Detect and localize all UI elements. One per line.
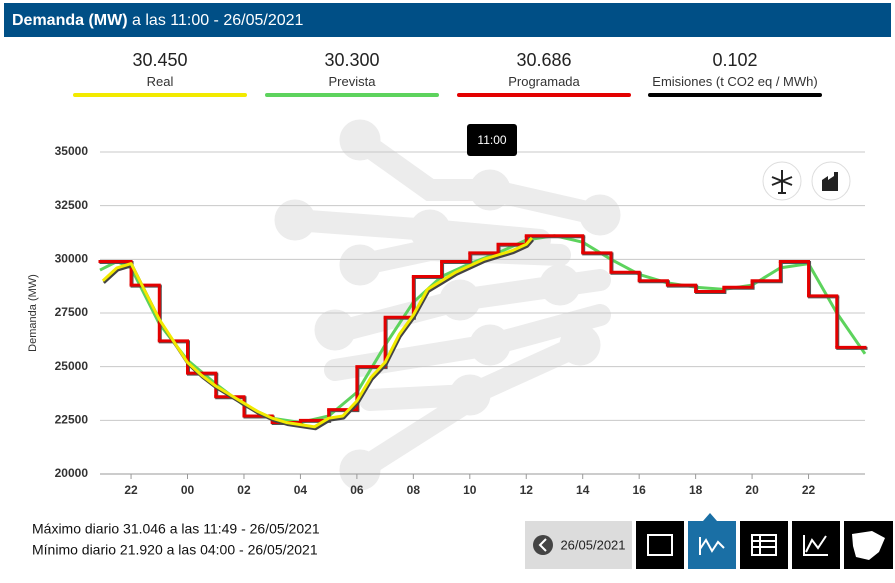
y-tick-label: 35000: [55, 144, 89, 158]
header-title: Demanda (MW): [12, 12, 128, 29]
plot: 20000 22500 25000 27500 30000 32500 35000 22 00 0…: [27, 144, 867, 497]
map-icon: [852, 531, 885, 560]
wind-icon: [771, 170, 793, 194]
daily-min: Mínimo diario 21.920 a las 04:00 - 26/05…: [32, 542, 318, 558]
x-tick-label: 22: [802, 483, 816, 497]
x-tick-label: 02: [237, 483, 251, 497]
indicator-bar: [457, 93, 631, 97]
chart-button[interactable]: [688, 521, 736, 569]
x-tick-label: 06: [350, 483, 364, 497]
calendar-button[interactable]: [636, 521, 684, 569]
tooltip-box: [467, 124, 517, 156]
indicator-value: 30.300: [324, 50, 379, 70]
date-button[interactable]: 26/05/2021: [525, 521, 632, 569]
tooltip: 11:00: [477, 133, 506, 147]
wind-button[interactable]: [762, 161, 802, 201]
prev-arrow: [538, 538, 547, 552]
calendar-icon: [647, 534, 673, 556]
x-tick-label: 04: [294, 483, 308, 497]
factory-icon: [822, 172, 838, 191]
x-tick-label: 14: [576, 483, 590, 497]
indicator-label: Real: [147, 74, 174, 89]
x-tick-label: 16: [632, 483, 646, 497]
x-tick-label: 22: [124, 483, 138, 497]
x-tick-label: 20: [745, 483, 759, 497]
indicator-value: 30.450: [132, 50, 187, 70]
y-tick-label: 20000: [55, 466, 89, 480]
table-icon: [751, 534, 777, 556]
indicator-value: 0.102: [712, 50, 757, 70]
x-tick-label: 18: [689, 483, 703, 497]
daily-max: Máximo diario 31.046 a las 11:49 - 26/05…: [32, 521, 320, 537]
watermark: [274, 119, 621, 491]
y-tick-label: 30000: [55, 252, 89, 266]
x-tick-label: 12: [520, 483, 534, 497]
x-tick-label: 00: [181, 483, 195, 497]
chart-icon: [699, 537, 725, 555]
prev-icon[interactable]: [533, 535, 553, 555]
table-button[interactable]: [740, 521, 788, 569]
y-tick-label: 22500: [55, 413, 89, 427]
selected-pointer: [703, 513, 717, 521]
indicator-label: Programada: [508, 74, 580, 89]
indicator-bar: [648, 93, 822, 97]
y-tick-label: 25000: [55, 359, 89, 373]
x-tick-label: 10: [463, 483, 477, 497]
indicator-bar: [73, 93, 247, 97]
x-tick-label: 08: [407, 483, 421, 497]
y-tick-label: 32500: [55, 198, 89, 212]
y-tick-label: 27500: [55, 305, 89, 319]
header-subtitle: a las 11:00 - 26/05/2021: [132, 12, 303, 29]
header-bar: [4, 3, 891, 37]
indicator-value: 30.686: [516, 50, 571, 70]
indicator-bar: [265, 93, 439, 97]
header: Demanda (MW) a las 11:00 - 26/05/2021: [12, 12, 304, 29]
factory-button[interactable]: [811, 161, 851, 201]
series-line: [101, 236, 534, 429]
date: 26/05/2021: [560, 537, 625, 552]
stack-icon: [803, 535, 828, 556]
indicator-label: Emisiones (t CO2 eq / MWh): [652, 74, 817, 89]
indicator-label: Prevista: [329, 74, 377, 89]
y-axis-label: Demanda (MW): [27, 274, 39, 352]
